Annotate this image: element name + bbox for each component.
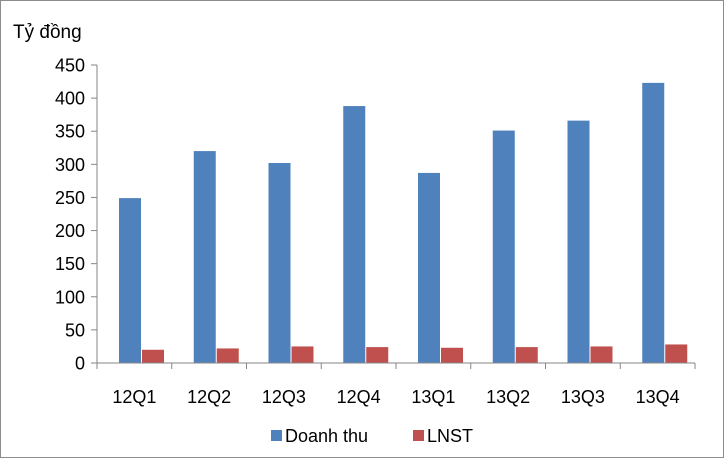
y-tick-label: 450 <box>55 56 85 76</box>
y-tick-label: 50 <box>65 320 85 340</box>
bars <box>119 82 688 364</box>
legend-label-doanh-thu: Doanh thu <box>285 426 368 446</box>
y-tick-label: 150 <box>55 254 85 274</box>
axes <box>96 65 695 364</box>
x-tick-label: 13Q3 <box>561 387 605 407</box>
x-tick-label: 13Q1 <box>411 387 455 407</box>
x-tick-label: 12Q3 <box>262 387 306 407</box>
bar-doanh-thu <box>268 163 291 363</box>
x-tick-label: 12Q1 <box>112 387 156 407</box>
y-tick-label: 300 <box>55 155 85 175</box>
x-tick-label: 13Q2 <box>486 387 530 407</box>
bar-doanh-thu <box>567 120 590 363</box>
bar-lnst <box>142 349 164 363</box>
y-tick-label: 250 <box>55 188 85 208</box>
bar-lnst <box>590 346 613 363</box>
legend-label-lnst: LNST <box>427 426 473 446</box>
x-tick-label: 12Q2 <box>187 387 231 407</box>
bar-doanh-thu <box>642 82 665 363</box>
legend-swatch-doanh-thu <box>271 430 282 441</box>
bar-doanh-thu <box>193 151 216 363</box>
x-tick-label: 13Q4 <box>636 387 680 407</box>
legend: Doanh thu LNST <box>271 426 473 446</box>
bar-lnst <box>441 347 463 363</box>
bar-lnst <box>366 347 389 363</box>
legend-swatch-lnst <box>413 430 424 441</box>
y-tick-label: 350 <box>55 122 85 142</box>
bar-lnst <box>665 344 688 363</box>
bar-doanh-thu <box>119 198 141 363</box>
bar-doanh-thu <box>418 172 440 363</box>
y-tick-label: 200 <box>55 221 85 241</box>
y-tick-label: 100 <box>55 287 85 307</box>
bar-doanh-thu <box>343 106 366 364</box>
x-tick-label: 12Q4 <box>337 387 381 407</box>
bar-doanh-thu <box>492 130 515 363</box>
y-tick-label: 0 <box>75 354 85 374</box>
x-axis-ticks: 12Q1 12Q2 12Q3 12Q4 13Q1 13Q2 13Q3 13Q4 <box>96 363 696 407</box>
y-axis-ticks: 0 50 100 150 200 250 300 350 400 450 <box>55 56 97 374</box>
bar-lnst <box>216 348 239 363</box>
bar-lnst <box>291 346 314 363</box>
y-tick-label: 400 <box>55 89 85 109</box>
y-axis-label: Tỷ đồng <box>13 22 82 43</box>
bar-lnst <box>515 347 538 363</box>
